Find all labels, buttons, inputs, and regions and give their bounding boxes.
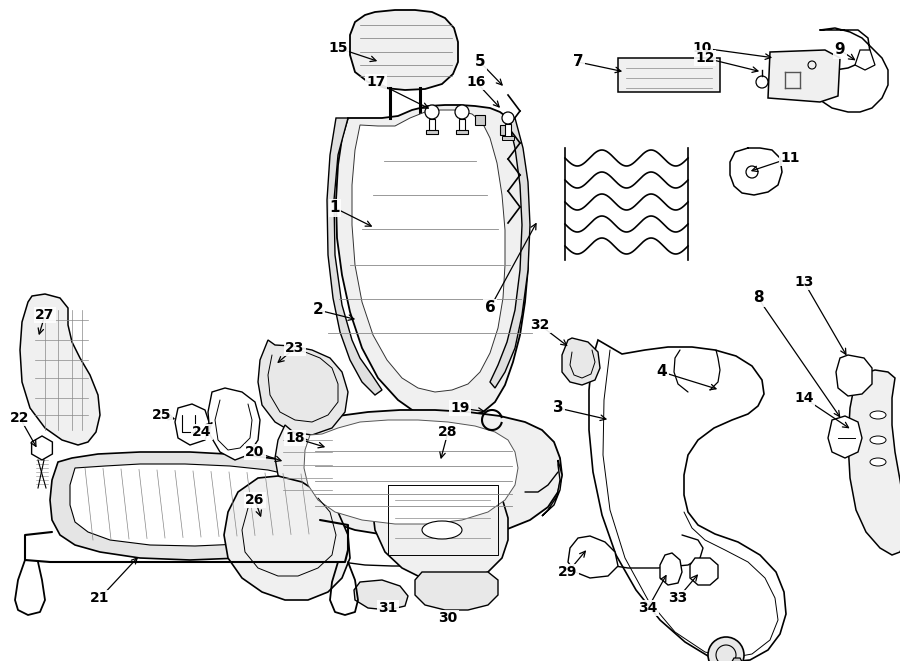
Polygon shape (20, 294, 100, 445)
Polygon shape (490, 118, 530, 388)
Text: 29: 29 (558, 565, 578, 579)
Polygon shape (208, 388, 260, 460)
Text: 13: 13 (795, 275, 814, 289)
Polygon shape (690, 558, 718, 585)
Text: 24: 24 (193, 425, 212, 439)
Text: 2: 2 (312, 303, 323, 317)
Text: 21: 21 (90, 591, 110, 605)
Ellipse shape (870, 436, 886, 444)
Text: 20: 20 (246, 445, 265, 459)
Text: 16: 16 (466, 75, 486, 89)
Text: 4: 4 (657, 364, 667, 379)
Polygon shape (285, 410, 562, 538)
Text: 34: 34 (638, 601, 658, 615)
Polygon shape (327, 118, 382, 395)
Polygon shape (542, 460, 562, 516)
Polygon shape (562, 338, 600, 385)
Polygon shape (372, 456, 508, 582)
Text: 7: 7 (572, 54, 583, 69)
Text: 28: 28 (438, 425, 458, 439)
Polygon shape (768, 50, 840, 102)
Circle shape (425, 105, 439, 119)
Text: 18: 18 (285, 431, 305, 445)
Polygon shape (429, 119, 435, 132)
Text: 30: 30 (438, 611, 457, 625)
Ellipse shape (870, 411, 886, 419)
Polygon shape (224, 476, 350, 600)
Text: 5: 5 (474, 54, 485, 69)
Polygon shape (855, 50, 875, 70)
Polygon shape (50, 452, 340, 560)
Polygon shape (589, 340, 786, 661)
Text: 32: 32 (530, 318, 550, 332)
Polygon shape (848, 370, 900, 555)
Text: 1: 1 (329, 200, 340, 215)
Text: 26: 26 (246, 493, 265, 507)
Polygon shape (730, 658, 744, 661)
Text: 19: 19 (450, 401, 470, 415)
Text: 14: 14 (794, 391, 814, 405)
Polygon shape (660, 553, 682, 585)
Polygon shape (285, 428, 310, 515)
Polygon shape (836, 355, 872, 396)
Circle shape (708, 637, 744, 661)
Polygon shape (175, 404, 210, 445)
Polygon shape (304, 420, 518, 524)
Polygon shape (502, 136, 514, 140)
Text: 27: 27 (35, 308, 55, 322)
Text: 8: 8 (752, 290, 763, 305)
Text: 25: 25 (152, 408, 172, 422)
Circle shape (455, 105, 469, 119)
Ellipse shape (870, 458, 886, 466)
Polygon shape (32, 436, 52, 460)
Text: 33: 33 (669, 591, 688, 605)
Polygon shape (459, 119, 465, 132)
Polygon shape (415, 572, 498, 610)
Ellipse shape (422, 521, 462, 539)
Polygon shape (828, 416, 862, 458)
Circle shape (756, 76, 768, 88)
Circle shape (502, 112, 514, 124)
Text: 12: 12 (695, 51, 715, 65)
Text: 9: 9 (834, 42, 845, 58)
Polygon shape (426, 130, 438, 134)
Polygon shape (618, 58, 720, 92)
Polygon shape (354, 580, 408, 610)
Polygon shape (456, 130, 468, 134)
Polygon shape (275, 425, 338, 498)
Polygon shape (336, 105, 528, 420)
Text: 17: 17 (366, 75, 386, 89)
Text: 22: 22 (10, 411, 30, 425)
Text: 3: 3 (553, 401, 563, 416)
Text: 15: 15 (328, 41, 347, 55)
Polygon shape (70, 464, 322, 546)
Text: 11: 11 (780, 151, 800, 165)
Text: 31: 31 (378, 601, 398, 615)
Text: 23: 23 (285, 341, 305, 355)
Text: 10: 10 (692, 41, 712, 55)
Polygon shape (568, 536, 618, 578)
Polygon shape (352, 110, 505, 392)
Polygon shape (505, 124, 511, 138)
Polygon shape (350, 10, 458, 90)
Polygon shape (500, 125, 510, 135)
Text: 6: 6 (484, 301, 495, 315)
Polygon shape (258, 340, 348, 435)
Polygon shape (475, 115, 485, 125)
